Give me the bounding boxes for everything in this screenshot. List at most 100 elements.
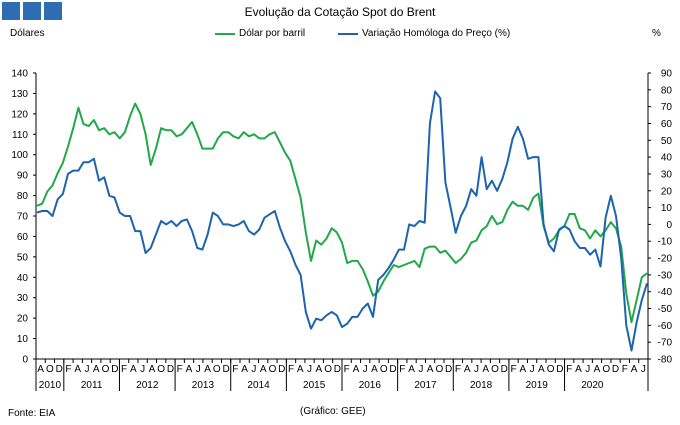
right-tick-label: 60	[661, 119, 673, 130]
month-label: O	[491, 364, 499, 375]
month-label: J	[363, 364, 368, 375]
month-label: F	[65, 364, 71, 375]
right-tick-label: -80	[658, 355, 673, 366]
decorative-square	[2, 2, 20, 20]
graphic-credit: (Gráfico: GEE)	[300, 406, 366, 417]
left-tick-label: 30	[17, 293, 29, 304]
year-label: 2020	[581, 380, 604, 391]
decorative-square	[44, 2, 62, 20]
month-label: J	[196, 364, 201, 375]
year-label: 2016	[359, 380, 382, 391]
right-tick-label: 70	[661, 102, 673, 113]
right-tick-label: -40	[658, 287, 673, 298]
left-tick-label: 70	[17, 212, 29, 223]
month-label: D	[556, 364, 563, 375]
right-tick-label: 80	[661, 85, 673, 96]
left-tick-label: 110	[12, 130, 28, 141]
source-note: Fonte: EIA	[8, 408, 56, 419]
month-label: D	[389, 364, 396, 375]
month-label: F	[455, 364, 461, 375]
month-label: J	[530, 364, 535, 375]
month-label: F	[510, 364, 516, 375]
month-label: D	[501, 364, 508, 375]
left-tick-label: 60	[17, 232, 29, 243]
month-label: J	[474, 364, 479, 375]
legend-swatch-yoy	[338, 32, 358, 35]
right-tick-label: -30	[658, 270, 673, 281]
left-tick-label: 130	[11, 89, 28, 100]
right-tick-label: -70	[658, 338, 673, 349]
year-label: 2010	[39, 380, 62, 391]
month-label: F	[232, 364, 238, 375]
series-line-yoy	[36, 90, 648, 352]
right-tick-label: -20	[658, 254, 673, 265]
month-label: O	[380, 364, 388, 375]
month-label: D	[222, 364, 229, 375]
month-label: J	[418, 364, 423, 375]
month-label: J	[307, 364, 312, 375]
year-label: 2011	[81, 380, 103, 391]
month-label: A	[371, 364, 378, 375]
year-label: 2013	[192, 380, 215, 391]
right-tick-label: 20	[661, 186, 673, 197]
right-tick-label: -50	[658, 304, 673, 315]
right-axis-unit: %	[652, 28, 661, 39]
year-label: 2017	[414, 380, 437, 391]
month-label: D	[445, 364, 452, 375]
left-tick-label: 0	[22, 355, 28, 366]
month-label: A	[464, 364, 471, 375]
month-label: D	[612, 364, 619, 375]
month-label: A	[575, 364, 582, 375]
left-tick-label: 20	[17, 314, 29, 325]
legend-label-usd: Dólar por barril	[239, 28, 306, 39]
right-tick-label: 30	[661, 169, 673, 180]
right-tick-label: 90	[661, 69, 673, 80]
month-label: A	[93, 364, 100, 375]
right-tick-label: 40	[661, 153, 673, 164]
left-tick-label: 90	[17, 171, 29, 182]
month-label: D	[334, 364, 341, 375]
left-axis-unit: Dólares	[10, 28, 45, 39]
legend-item-yoy: Variação Homóloga do Preço (%)	[338, 28, 510, 39]
month-label: O	[213, 364, 221, 375]
right-tick-label: 50	[661, 136, 673, 147]
month-label: A	[260, 364, 267, 375]
legend-label-yoy: Variação Homóloga do Preço (%)	[362, 28, 511, 39]
month-label: F	[566, 364, 572, 375]
right-tick-label: -60	[658, 321, 673, 332]
month-label: A	[315, 364, 322, 375]
month-label: A	[297, 364, 304, 375]
month-label: A	[538, 364, 545, 375]
month-label: O	[102, 364, 110, 375]
month-label: O	[324, 364, 332, 375]
month-label: D	[111, 364, 118, 375]
month-label: O	[157, 364, 165, 375]
month-label: A	[408, 364, 415, 375]
month-label: A	[594, 364, 601, 375]
month-label: F	[177, 364, 183, 375]
series-line-usd	[36, 102, 648, 324]
month-label: A	[519, 364, 526, 375]
month-label: A	[149, 364, 156, 375]
year-label: 2015	[303, 380, 326, 391]
month-label: A	[241, 364, 248, 375]
month-label: O	[602, 364, 610, 375]
month-label: A	[37, 364, 44, 375]
month-label: A	[631, 364, 638, 375]
month-label: F	[288, 364, 294, 375]
month-label: A	[482, 364, 489, 375]
left-tick-label: 100	[11, 150, 28, 161]
month-label: O	[547, 364, 555, 375]
year-label: 2012	[136, 380, 159, 391]
left-tick-label: 10	[17, 334, 29, 345]
month-label: A	[74, 364, 81, 375]
month-label: F	[622, 364, 628, 375]
legend-item-usd: Dólar por barril	[215, 28, 305, 39]
month-label: O	[269, 364, 277, 375]
legend-swatch-usd	[215, 32, 235, 35]
month-label: J	[140, 364, 145, 375]
year-label: 2019	[526, 380, 549, 391]
year-label: 2014	[247, 380, 270, 391]
month-label: A	[204, 364, 211, 375]
